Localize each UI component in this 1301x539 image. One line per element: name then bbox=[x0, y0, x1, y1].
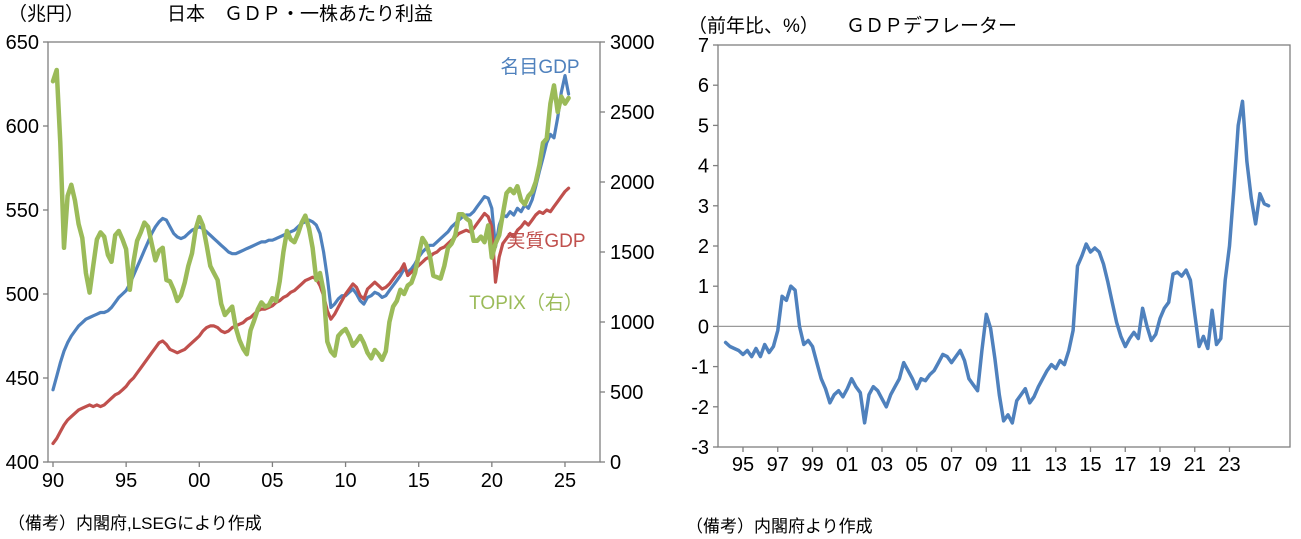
svg-text:-2: -2 bbox=[691, 397, 709, 419]
svg-text:13: 13 bbox=[1045, 454, 1067, 476]
svg-text:6: 6 bbox=[698, 75, 709, 97]
svg-text:09: 09 bbox=[975, 454, 997, 476]
svg-text:2500: 2500 bbox=[610, 102, 655, 124]
svg-text:1000: 1000 bbox=[610, 312, 655, 334]
svg-text:3: 3 bbox=[698, 196, 709, 218]
svg-text:23: 23 bbox=[1218, 454, 1240, 476]
svg-text:-3: -3 bbox=[691, 437, 709, 459]
svg-text:400: 400 bbox=[6, 452, 39, 474]
left-chart-axis-unit-label: （兆円） bbox=[8, 4, 85, 25]
svg-text:実質GDP: 実質GDP bbox=[506, 230, 585, 252]
svg-text:0: 0 bbox=[610, 452, 621, 474]
svg-text:95: 95 bbox=[732, 454, 754, 476]
svg-text:450: 450 bbox=[6, 368, 39, 390]
svg-text:25: 25 bbox=[554, 470, 576, 492]
svg-text:600: 600 bbox=[6, 116, 39, 138]
chart-japan-gdp-topix: （兆円） 日本 ＧＤＰ・一株あたり利益 650 600 550 500 450 400 30… bbox=[6, 4, 655, 533]
svg-text:500: 500 bbox=[6, 284, 39, 306]
right-chart-title: ＧＤＰデフレーター bbox=[846, 16, 1018, 37]
right-chart-axis-unit-label: （前年比、%） bbox=[688, 16, 819, 37]
svg-text:95: 95 bbox=[115, 470, 137, 492]
svg-text:03: 03 bbox=[871, 454, 893, 476]
svg-text:7: 7 bbox=[698, 35, 709, 57]
svg-text:19: 19 bbox=[1149, 454, 1171, 476]
svg-text:07: 07 bbox=[940, 454, 962, 476]
svg-text:97: 97 bbox=[767, 454, 789, 476]
svg-text:550: 550 bbox=[6, 200, 39, 222]
svg-text:20: 20 bbox=[481, 470, 503, 492]
svg-text:5: 5 bbox=[698, 115, 709, 137]
svg-text:3000: 3000 bbox=[610, 32, 655, 54]
svg-text:17: 17 bbox=[1114, 454, 1136, 476]
svg-text:TOPIX（右）: TOPIX（右） bbox=[469, 292, 583, 314]
svg-text:650: 650 bbox=[6, 32, 39, 54]
svg-text:05: 05 bbox=[906, 454, 928, 476]
svg-text:05: 05 bbox=[261, 470, 283, 492]
left-chart-title: 日本 ＧＤＰ・一株あたり利益 bbox=[166, 4, 433, 25]
svg-text:名目GDP: 名目GDP bbox=[500, 56, 579, 78]
svg-text:99: 99 bbox=[801, 454, 823, 476]
svg-text:11: 11 bbox=[1011, 454, 1032, 476]
svg-text:2: 2 bbox=[698, 236, 709, 258]
svg-text:500: 500 bbox=[610, 382, 643, 404]
svg-text:1500: 1500 bbox=[610, 242, 655, 264]
svg-text:4: 4 bbox=[698, 156, 709, 178]
svg-text:90: 90 bbox=[42, 470, 64, 492]
svg-text:15: 15 bbox=[408, 470, 430, 492]
svg-text:21: 21 bbox=[1184, 454, 1206, 476]
svg-text:1: 1 bbox=[698, 276, 709, 298]
svg-text:15: 15 bbox=[1079, 454, 1101, 476]
chart-gdp-deflator: （前年比、%） ＧＤＰデフレーター 7 6 5 4 3 2 1 0 -1 -2 -3 95 97 99 01… bbox=[660, 0, 1301, 539]
svg-text:-1: -1 bbox=[691, 357, 709, 379]
svg-text:10: 10 bbox=[334, 470, 356, 492]
left-chart-footnote: （備考）内閣府,LSEGにより作成 bbox=[8, 514, 262, 533]
left-chart-plot-area: 6506005505004504003000250020001500100050… bbox=[6, 32, 655, 492]
svg-text:01: 01 bbox=[836, 454, 858, 476]
svg-text:00: 00 bbox=[188, 470, 210, 492]
right-chart-footnote: （備考）内閣府より作成 bbox=[686, 517, 873, 536]
svg-text:2000: 2000 bbox=[610, 172, 655, 194]
svg-text:0: 0 bbox=[698, 316, 709, 338]
